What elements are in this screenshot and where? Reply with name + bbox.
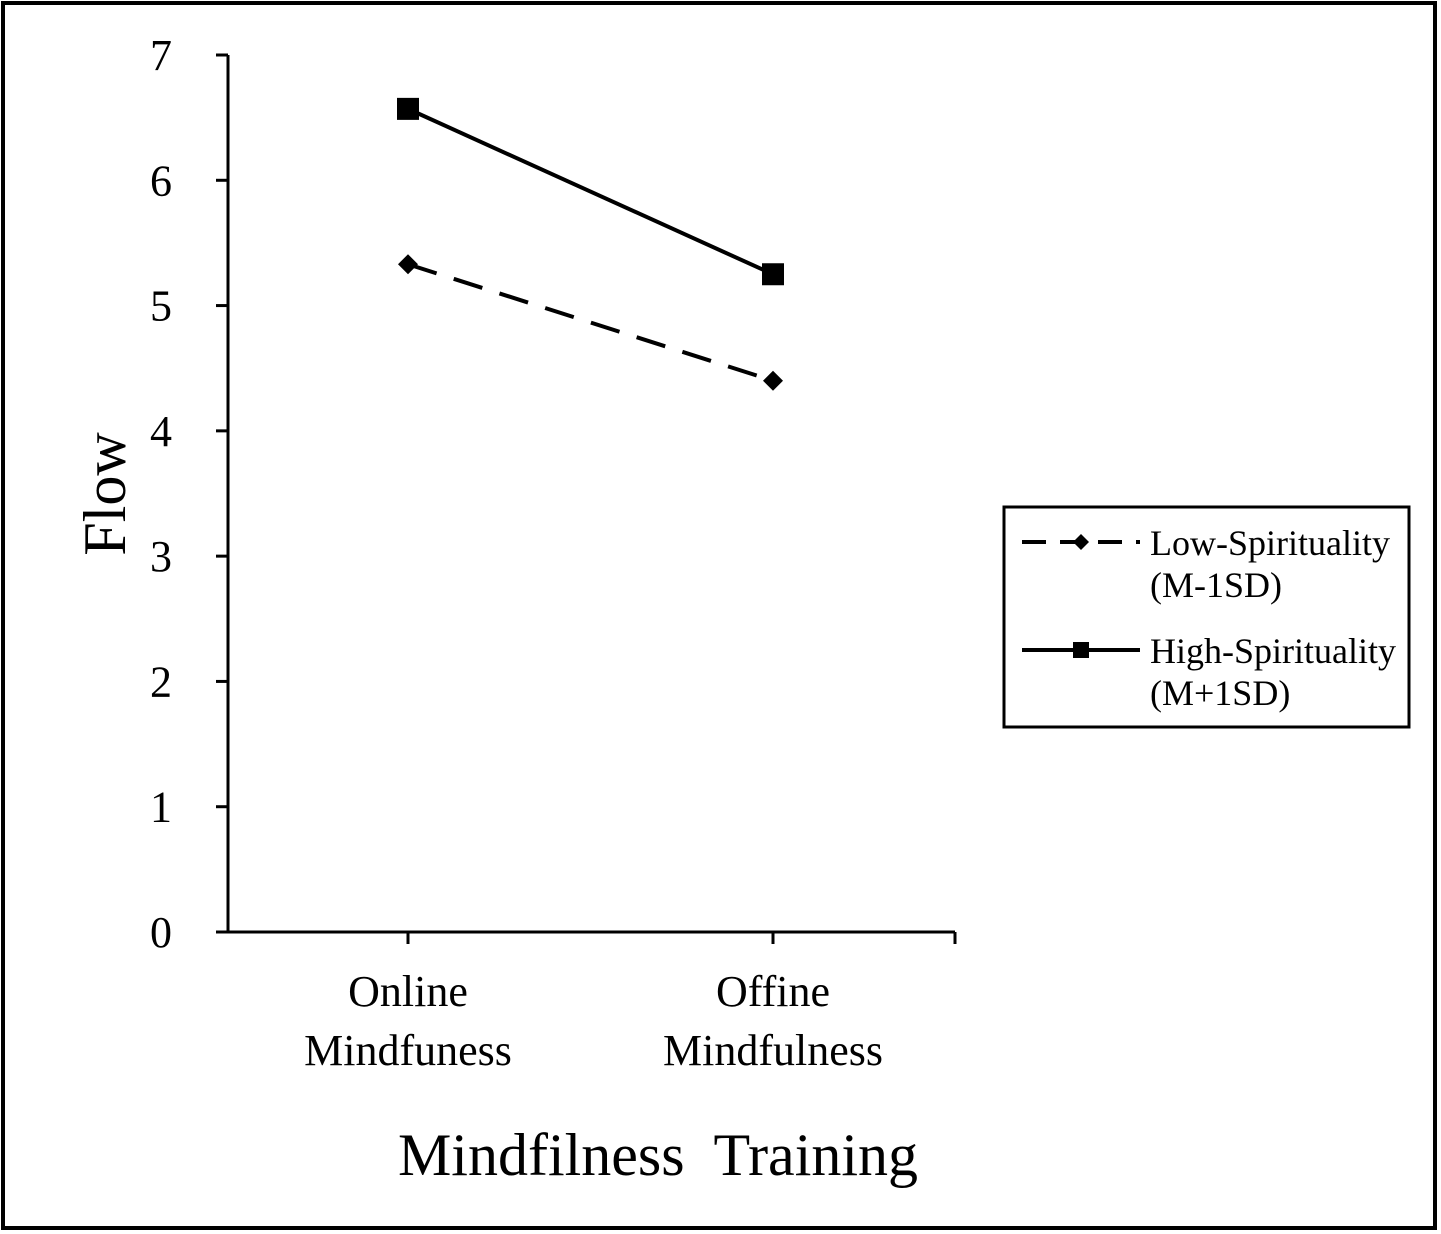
legend-label: High-Spirituality [1150,631,1396,671]
legend-label: Low-Spirituality [1150,523,1390,563]
legend-marker [1073,642,1089,658]
x-categories: Online Mindfuness Offine Mindfulness [304,932,957,1075]
legend-label: (M-1SD) [1150,565,1282,605]
y-tick-label: 3 [150,532,172,581]
legend-marker [1073,534,1089,550]
axes [226,55,955,934]
legend: Low-Spirituality(M-1SD) High-Spirituality… [1002,505,1411,729]
x-category-label: Online [348,967,468,1016]
series-group [397,97,784,391]
series-low-spirituality [398,254,783,391]
series-high-spirituality [397,97,784,286]
y-tick-label: 5 [150,282,172,331]
x-category-label: Mindfulness [663,1026,883,1075]
y-tick-label: 4 [150,407,172,456]
x-category-label: Mindfuness [304,1026,512,1075]
y-tick-label: 1 [150,783,172,832]
series-line [407,107,774,277]
y-tick-label: 2 [150,657,172,706]
y-tick-label: 0 [150,908,172,957]
x-axis-title: Mindfilness Training [398,1122,918,1188]
data-point [763,370,783,391]
legend-label: (M+1SD) [1150,673,1290,713]
data-point [397,97,419,120]
y-ticks: 0 1 2 3 4 5 6 7 [150,31,228,957]
y-tick-label: 6 [150,156,172,205]
series-line [407,262,774,383]
y-tick-label: 7 [150,31,172,80]
x-category-label: Offine [716,967,830,1016]
data-point [398,254,418,275]
y-axis-title: Flow [72,432,138,556]
data-point [762,263,784,286]
